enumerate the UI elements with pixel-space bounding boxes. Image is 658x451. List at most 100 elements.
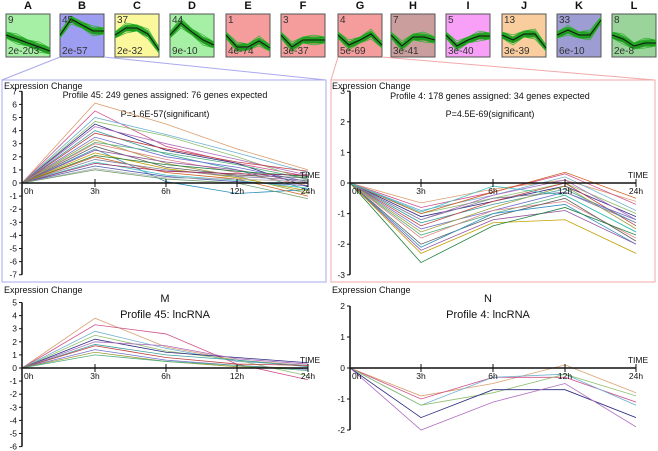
y-tick-label: 1: [12, 350, 17, 360]
gene-line: [390, 33, 436, 44]
profile-pvalue: 2e-203: [8, 46, 40, 57]
series-line: [21, 324, 309, 381]
x-tick-label: 12h: [230, 371, 244, 381]
profile-thumbnail-g: G4 5e-69: [337, 0, 383, 58]
panel-letter: I: [466, 0, 469, 12]
gene-line: [114, 25, 160, 49]
series-line: [21, 334, 309, 377]
y-tick-label: 1: [340, 332, 345, 342]
profile-thumbnail-k: K 33 6e-10: [556, 0, 602, 58]
series-line: [349, 182, 637, 224]
panel-border: [1, 79, 327, 283]
series-line: [349, 367, 637, 431]
y-tick-label: 4: [12, 311, 17, 321]
gene-line: [445, 37, 491, 52]
profile-number: 1: [228, 15, 234, 26]
chart-title: Profile 45: lncRNA: [120, 309, 211, 321]
gene-line: [445, 33, 491, 44]
y-tick-label: -2: [337, 239, 345, 249]
profile-pvalue: 3e-40: [448, 46, 474, 57]
x-tick-label: 24h: [629, 186, 643, 196]
panel-letter: L: [631, 0, 638, 12]
series-line: [349, 367, 637, 406]
series-line: [21, 354, 309, 372]
connector-b-right: [103, 56, 327, 81]
y-tick-label: -5: [9, 429, 17, 439]
y-tick-label: 2: [12, 152, 17, 162]
chart-subtitle: P=1.6E-57(significant): [121, 109, 210, 119]
x-tick-label: 3h: [416, 186, 426, 196]
gene-line: [611, 33, 657, 45]
y-tick-label: -5: [9, 244, 17, 254]
gene-line: [114, 30, 160, 54]
series-line: [21, 349, 309, 370]
chart-title: Profile 45: 249 genes assigned: 76 genes…: [63, 90, 268, 100]
profile-thumbnail-l: L8 2e-8: [611, 0, 657, 58]
y-tick-label: -2: [9, 389, 17, 399]
x-tick-label: 3h: [90, 186, 100, 196]
y-tick-label: 5: [12, 298, 17, 308]
series-line: [21, 156, 309, 197]
y-tick-label: -1: [337, 394, 345, 404]
panel-letter: K: [575, 0, 583, 12]
x-tick-label: 3h: [90, 371, 100, 381]
x-tick-label: 0h: [352, 371, 362, 381]
gene-line: [611, 31, 657, 44]
y-tick-label: -7: [9, 270, 17, 280]
x-tick-label: 0h: [24, 371, 34, 381]
gene-line: [501, 36, 547, 52]
model-profile-line: [225, 34, 271, 49]
y-tick-label: -2: [9, 204, 17, 214]
panel-letter: H: [409, 0, 417, 12]
profile-number: 44: [172, 15, 184, 26]
x-axis-label: TIME: [300, 170, 321, 180]
profile-number: 33: [559, 15, 571, 26]
panel-letter: E: [244, 0, 251, 12]
panel-letter: B: [78, 0, 86, 12]
gene-line: [59, 23, 105, 39]
y-tick-label: 3: [340, 86, 345, 96]
y-tick-label: -1: [9, 376, 17, 386]
x-tick-label: 6h: [161, 371, 171, 381]
y-tick-label: 5: [12, 113, 17, 123]
gene-band: [170, 19, 214, 49]
x-tick-label: 0h: [24, 186, 34, 196]
model-profile-line: [59, 18, 104, 36]
model-profile-line: [280, 34, 325, 48]
gene-band: [612, 31, 656, 50]
y-tick-label: 0: [12, 363, 17, 373]
gene-line: [501, 31, 547, 47]
profile-number: 37: [117, 15, 129, 26]
series-line: [21, 152, 309, 192]
gene-line: [169, 17, 215, 43]
y-tick-label: 2: [340, 301, 345, 311]
profile-thumbnail-d: D 44 9e-10: [169, 0, 215, 58]
profile-number: 9: [8, 15, 14, 26]
gene-line: [114, 22, 160, 48]
series-line: [349, 182, 637, 251]
gene-line: [280, 31, 326, 43]
chart-title: Profile 4: lncRNA: [446, 309, 530, 321]
gene-line: [556, 22, 602, 41]
y-tick-label: 0: [340, 178, 345, 188]
x-tick-label: 0h: [352, 186, 362, 196]
series-line: [349, 364, 637, 397]
y-tick-label: -4: [9, 415, 17, 425]
profile-pvalue: 3e-41: [393, 46, 419, 57]
gene-line: [169, 19, 215, 44]
gene-line: [445, 30, 491, 42]
connector-b-left: [1, 56, 61, 81]
profile-thumbnail-e: E1 4e-74: [225, 0, 271, 58]
profile-thumbnail-b: B 45 2e-57: [59, 0, 105, 58]
profile-pvalue: 2e-32: [117, 46, 143, 57]
gene-line: [5, 37, 51, 55]
gene-line: [225, 31, 271, 46]
profile-pvalue: 9e-10: [172, 46, 198, 57]
chart-title: Profile 4: 178 genes assigned: 34 genes …: [390, 91, 590, 101]
y-tick-label: 7: [12, 86, 17, 96]
model-profile-line: [114, 27, 160, 51]
y-tick-label: -6: [9, 442, 17, 451]
